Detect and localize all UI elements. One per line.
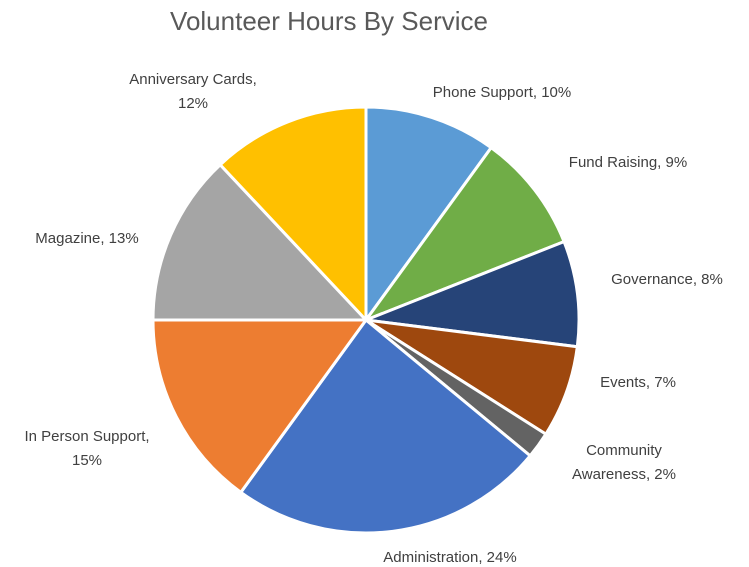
pie-slice-administration <box>239 318 532 535</box>
data-label-events: Events, 7% <box>600 374 676 391</box>
data-label-administration: Administration, 24% <box>383 549 516 566</box>
data-label-community-awareness: Community Awareness, 2% <box>572 442 676 483</box>
data-label-magazine: Magazine, 13% <box>35 230 138 247</box>
data-label-phone-support: Phone Support, 10% <box>433 84 571 101</box>
data-label-in-person-support: In Person Support, 15% <box>24 428 149 469</box>
pie-data-labels: Phone Support, 10% Fund Raising, 9% Govern… <box>24 71 722 566</box>
data-label-fund-raising: Fund Raising, 9% <box>569 154 687 171</box>
pie-slices <box>151 105 581 535</box>
pie-slice-in-person-support <box>151 318 368 494</box>
pie-slice-phone-support <box>364 105 493 322</box>
chart-title: Volunteer Hours By Service <box>170 6 488 36</box>
pie-slice-governance <box>364 240 581 349</box>
data-label-governance: Governance, 8% <box>611 271 723 288</box>
pie-slice-fund-raising <box>364 146 566 322</box>
data-label-anniversary-cards: Anniversary Cards, 12% <box>129 71 257 112</box>
pie-slice-anniversary-cards <box>218 105 368 322</box>
pie-slice-magazine <box>151 163 368 322</box>
